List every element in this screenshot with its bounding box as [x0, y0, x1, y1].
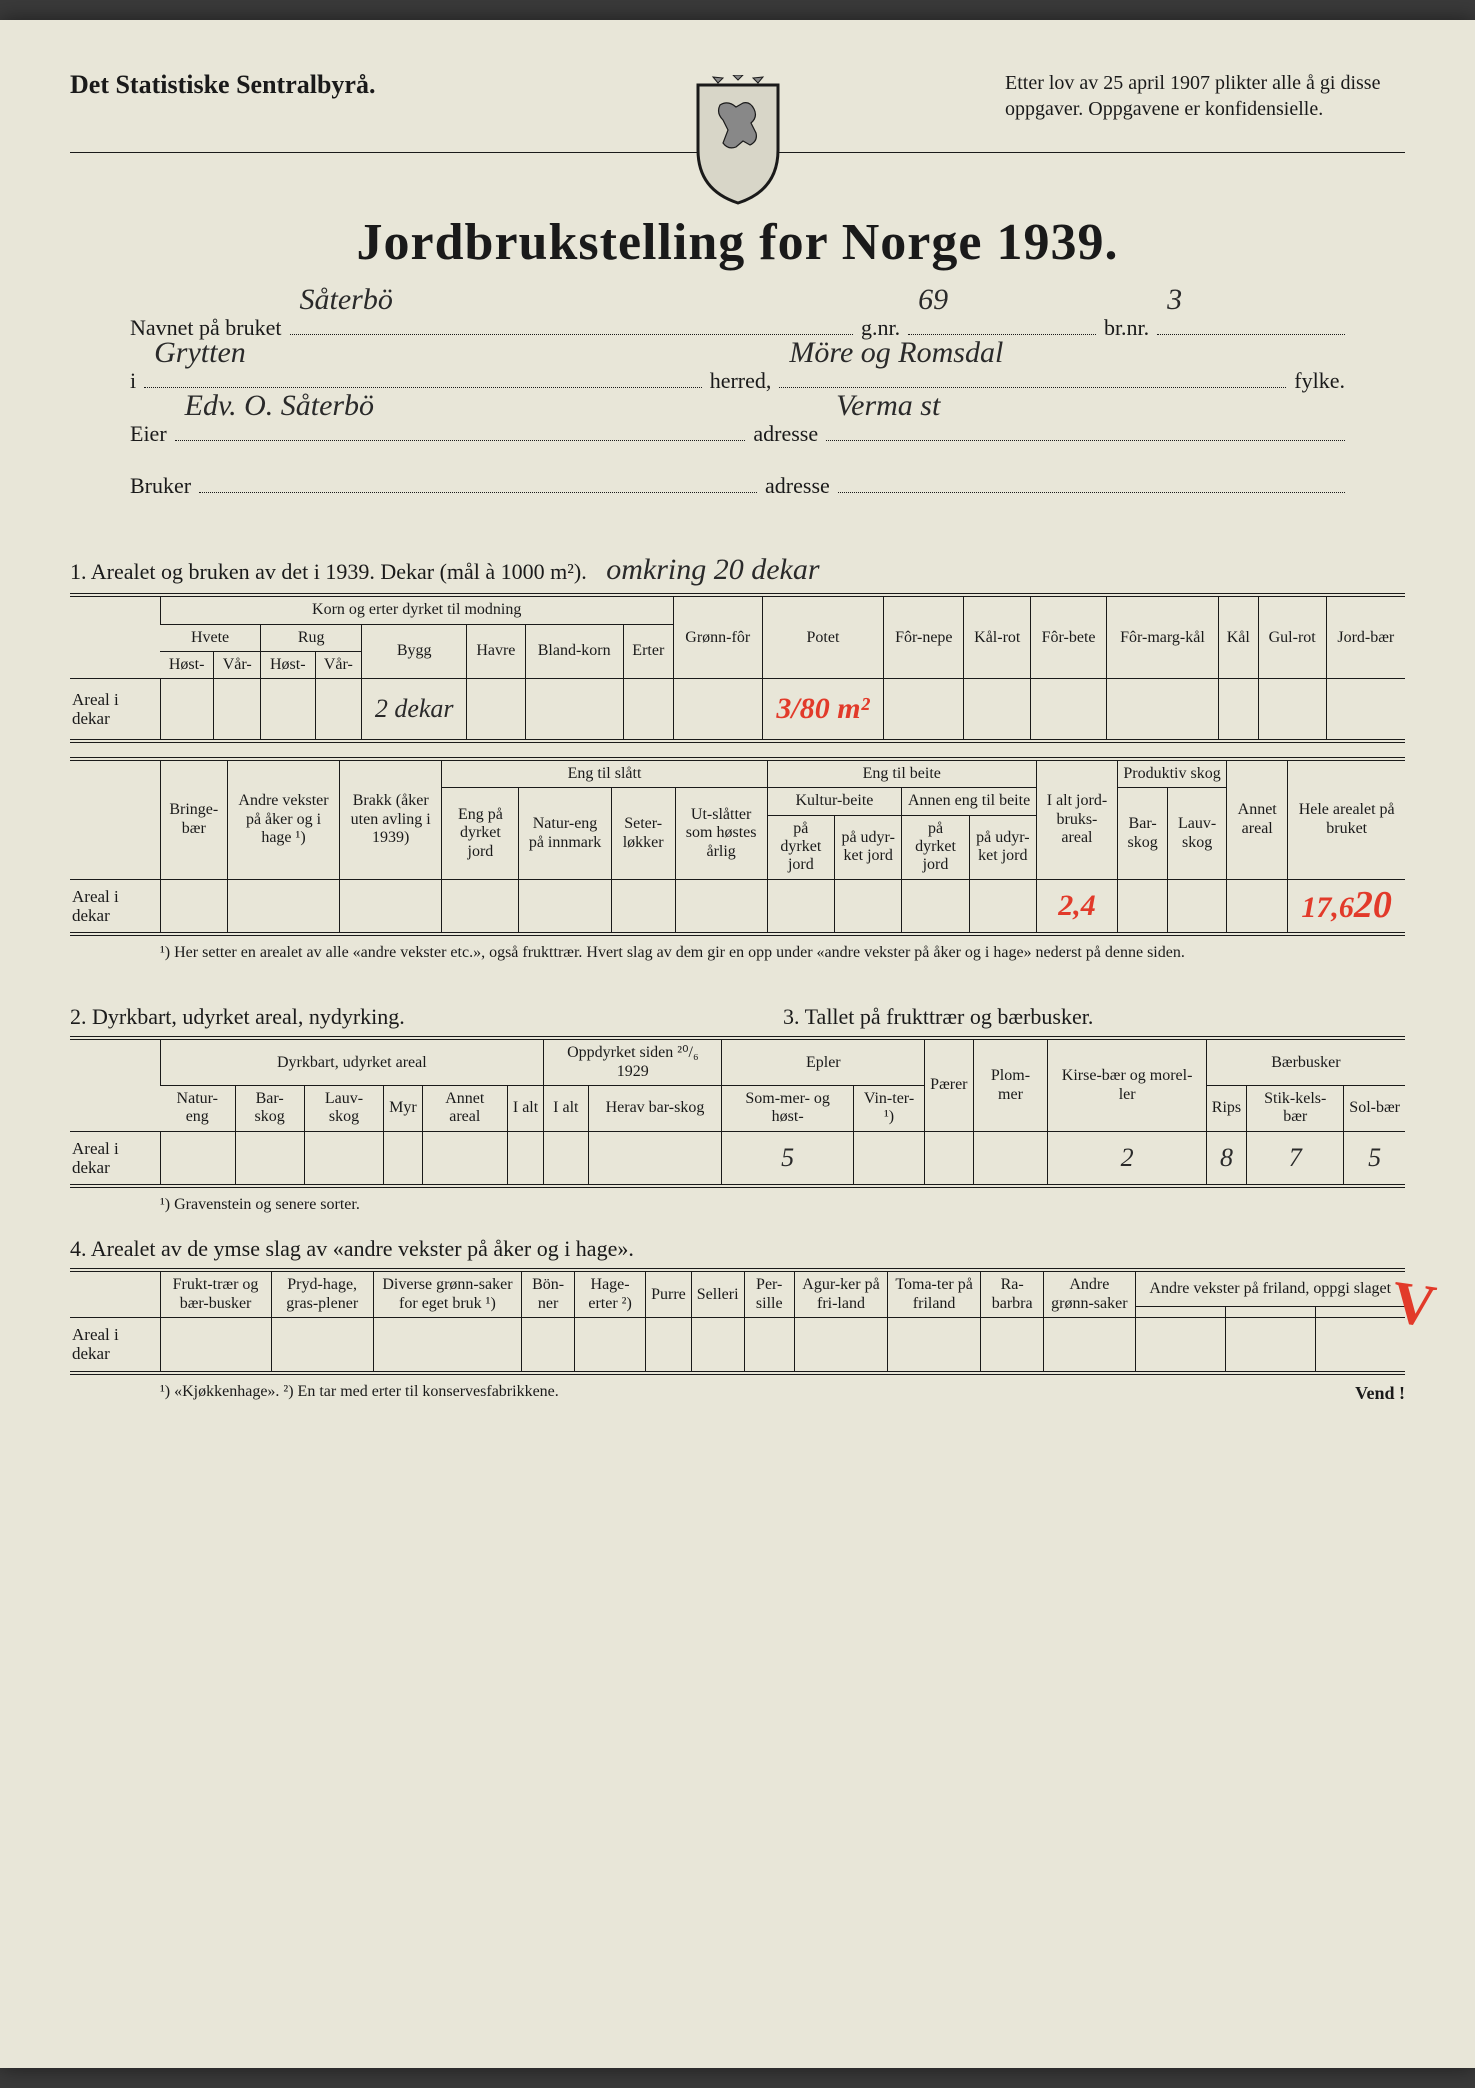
- field-value: 3: [1157, 313, 1345, 335]
- property-form: Navnet på bruket Såterbö g.nr. 69 br.nr.…: [130, 302, 1345, 513]
- section-1b-table: Bringe-bær Andre vekster på åker og i ha…: [70, 757, 1405, 936]
- section-4-heading: 4. Arealet av de ymse slag av «andre vek…: [70, 1236, 1405, 1262]
- field-value: [199, 471, 757, 493]
- field-value: Verma st: [826, 419, 1345, 441]
- cell-value: 2,4: [1058, 889, 1096, 922]
- field-label: br.nr.: [1104, 302, 1149, 355]
- cell-value: 2 dekar: [375, 694, 454, 723]
- field-label: fylke.: [1294, 355, 1345, 408]
- row-label: Areal i dekar: [70, 879, 160, 934]
- handwritten-note: omkring 20 dekar: [606, 553, 819, 586]
- cell-value: 7: [1289, 1143, 1302, 1172]
- row-label: Areal i dekar: [70, 679, 160, 741]
- section-2-heading: 2. Dyrkbart, udyrket areal, nydyrking.: [70, 1004, 723, 1030]
- section-1-heading: 1. Arealet og bruken av det i 1939. Deka…: [70, 553, 1405, 587]
- field-value: [838, 471, 1345, 493]
- section-4-table: Frukt-trær og bær-busker Pryd-hage, gras…: [70, 1268, 1405, 1374]
- field-label: i: [130, 355, 136, 408]
- field-value: Edv. O. Såterbö: [175, 419, 746, 441]
- section-4-footnote: ¹) «Kjøkkenhage». ²) En tar med erter ti…: [160, 1383, 1405, 1401]
- cell-value: 2: [1121, 1143, 1134, 1172]
- field-label: Eier: [130, 408, 167, 461]
- section-1-footnote: ¹) Her setter en arealet av alle «andre …: [160, 944, 1405, 962]
- sections-2-3-row: 2. Dyrkbart, udyrket areal, nydyrking. 3…: [70, 984, 1405, 1036]
- cell-value: 17,6: [1301, 891, 1354, 924]
- coat-of-arms-icon: [688, 75, 788, 205]
- section-1a-table-v2: Korn og erter dyrket til modning Grønn-f…: [70, 593, 1405, 743]
- agency-name: Det Statistiske Sentralbyrå.: [70, 70, 375, 100]
- document-page: Det Statistiske Sentralbyrå. Etter lov a…: [0, 20, 1475, 2068]
- field-value: Såterbö: [290, 313, 853, 335]
- field-label: adresse: [753, 408, 818, 461]
- cell-value: 5: [781, 1143, 794, 1172]
- law-notice: Etter lov av 25 april 1907 plikter alle …: [1005, 70, 1405, 122]
- field-label: adresse: [765, 460, 830, 513]
- section-3-footnote: ¹) Gravenstein og senere sorter.: [160, 1196, 1405, 1214]
- document-title: Jordbrukstelling for Norge 1939.: [70, 213, 1405, 272]
- row-label: Areal i dekar: [70, 1131, 160, 1186]
- red-checkmark-icon: V: [1387, 1267, 1440, 1341]
- field-label: Bruker: [130, 460, 191, 513]
- cell-value: 3/80 m²: [776, 692, 869, 725]
- field-label: herred,: [710, 355, 772, 408]
- cell-value: 5: [1368, 1143, 1381, 1172]
- row-label: Areal i dekar: [70, 1318, 160, 1373]
- cell-value: 20: [1354, 884, 1392, 926]
- turn-page-label: Vend !: [1355, 1383, 1405, 1404]
- section-2-3-table: Dyrkbart, udyrket areal Oppdyrket siden …: [70, 1036, 1405, 1188]
- section-3-heading: 3. Tallet på frukttrær og bærbusker.: [783, 1004, 1405, 1030]
- cell-value: 8: [1220, 1143, 1233, 1172]
